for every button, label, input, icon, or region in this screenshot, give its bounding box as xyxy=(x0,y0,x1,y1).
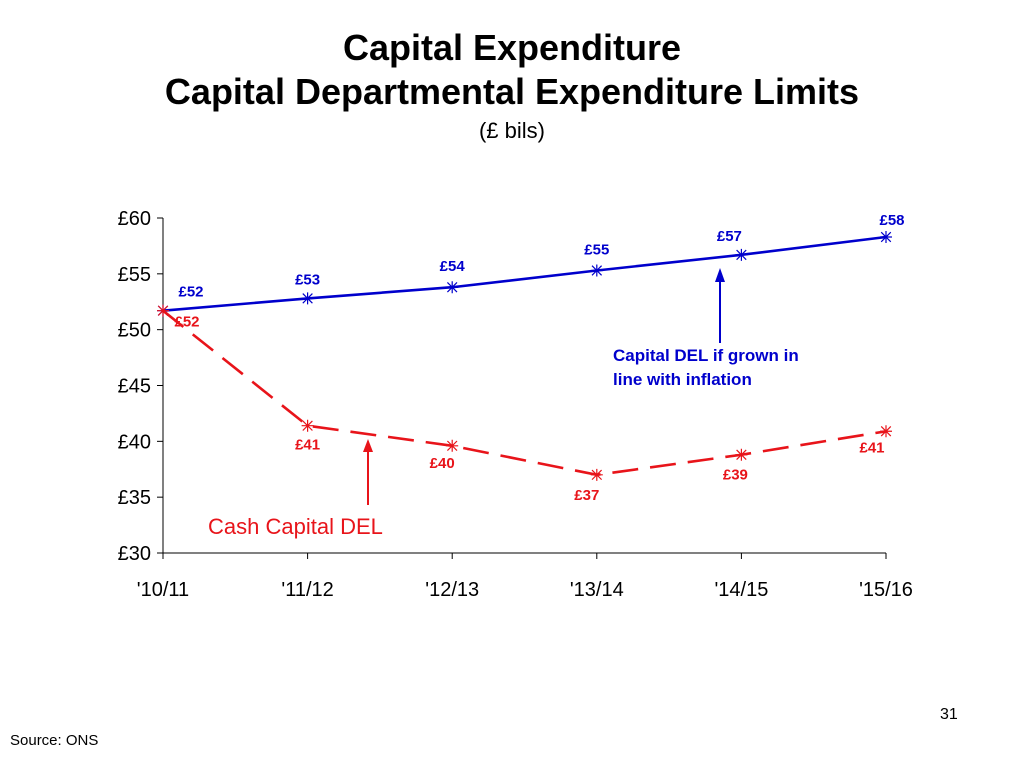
units-label: (£ bils) xyxy=(478,118,545,143)
series-line-inflation xyxy=(162,235,887,312)
x-tick-label: '10/11 xyxy=(137,579,189,601)
series-line-cash xyxy=(162,309,887,477)
annotation-arrowhead-cash xyxy=(363,439,373,452)
data-label-inflation: £55 xyxy=(584,241,609,258)
data-label-inflation: £52 xyxy=(178,284,203,301)
data-point-marker xyxy=(880,425,892,438)
data-point-marker xyxy=(157,304,169,317)
title-block: Capital Expenditure Capital Departmental… xyxy=(0,26,1024,146)
data-label-inflation: £58 xyxy=(879,212,904,229)
y-tick-label: £40 xyxy=(118,431,151,453)
data-label-inflation: £54 xyxy=(440,258,466,275)
x-tick-label: '11/12 xyxy=(281,579,333,601)
data-point-marker xyxy=(446,439,459,452)
data-point-marker xyxy=(590,468,603,481)
data-label-cash: £41 xyxy=(295,437,320,454)
data-point-marker xyxy=(301,419,314,432)
annotation-inflation-line2: line with inflation xyxy=(613,370,752,389)
data-label-cash: £39 xyxy=(723,467,748,484)
y-tick-label: £30 xyxy=(118,543,151,565)
annotation-cash-label: Cash Capital DEL xyxy=(208,514,383,539)
data-label-cash: £52 xyxy=(174,314,199,331)
data-point-marker xyxy=(446,281,459,294)
data-label-cash: £41 xyxy=(859,439,884,456)
page-number: 31 xyxy=(940,706,958,723)
x-tick-label: '15/16 xyxy=(859,579,913,601)
slide-subtitle: Capital Departmental Expenditure Limits xyxy=(164,71,860,112)
annotation-arrowhead-inflation xyxy=(715,268,725,282)
data-point-marker xyxy=(735,248,748,261)
y-tick-label: £50 xyxy=(118,320,151,342)
y-tick-label: £35 xyxy=(118,487,151,509)
y-tick-label: £60 xyxy=(118,208,151,230)
x-tick-label: '13/14 xyxy=(570,579,624,601)
slide-title: Capital Expenditure xyxy=(342,27,682,68)
x-tick-label: '14/15 xyxy=(714,579,768,601)
data-label-cash: £40 xyxy=(430,455,455,472)
annotation-inflation-line1: Capital DEL if grown in xyxy=(613,346,799,365)
source-note: Source: ONS xyxy=(10,732,99,749)
data-label-cash: £37 xyxy=(574,487,599,504)
data-point-marker xyxy=(735,448,748,461)
data-point-marker xyxy=(880,230,892,243)
data-point-marker xyxy=(301,292,314,305)
data-label-inflation: £57 xyxy=(717,228,742,245)
data-point-marker xyxy=(590,264,603,277)
data-label-inflation: £53 xyxy=(295,271,320,288)
y-tick-label: £45 xyxy=(118,376,151,398)
y-tick-label: £55 xyxy=(118,264,151,286)
x-tick-label: '12/13 xyxy=(425,579,479,601)
